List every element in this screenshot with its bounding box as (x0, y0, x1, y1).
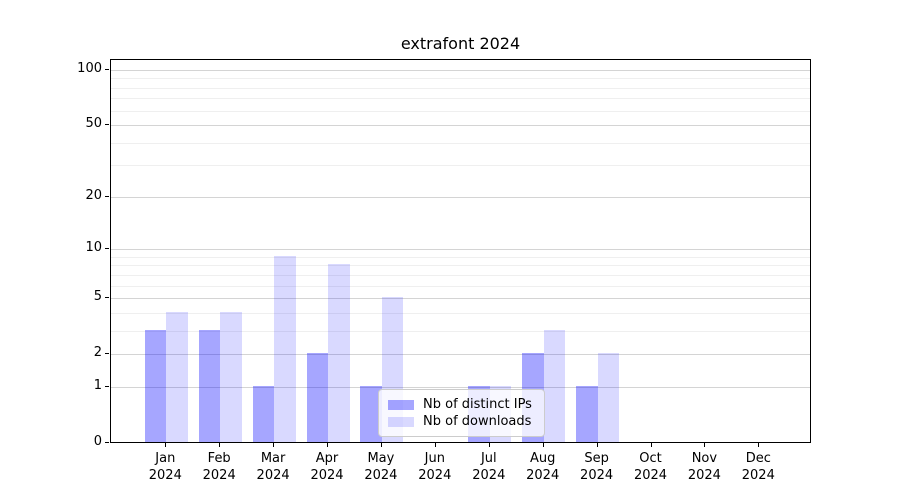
major-gridline (111, 196, 810, 198)
minor-gridline (111, 274, 810, 276)
x-tick-mark (327, 443, 328, 447)
x-tick-mark (650, 443, 652, 447)
x-tick-label-nov: Nov 2024 (687, 451, 721, 483)
y-tick-label: 2 (93, 345, 102, 361)
x-tick-mark (488, 443, 490, 447)
bar-downloads-aug (543, 329, 566, 442)
x-tick-label-jan: Jan 2024 (148, 451, 182, 483)
x-tick-mark (596, 443, 598, 447)
y-tick-mark (105, 68, 109, 70)
bar-downloads-apr (328, 264, 350, 442)
y-tick-mark (105, 124, 109, 126)
legend-label-distinct-ips: Nb of distinct IPs (423, 397, 532, 412)
y-tick-mark (105, 442, 109, 443)
x-tick-label-aug: Aug 2024 (526, 451, 560, 483)
major-gridline (111, 354, 810, 356)
bar-distinct-ips-apr (306, 353, 328, 442)
x-tick-mark (219, 443, 221, 447)
x-tick-label-apr: Apr 2024 (310, 451, 344, 483)
minor-gridline (111, 330, 810, 332)
major-gridline (111, 298, 810, 300)
y-tick-mark (105, 353, 109, 355)
major-gridline (111, 69, 810, 71)
major-gridline (111, 125, 810, 127)
major-gridline (111, 249, 810, 251)
bar-downloads-mar (274, 255, 296, 442)
x-tick-label-sep: Sep 2024 (580, 451, 614, 483)
legend-item-downloads: Nb of downloads (388, 414, 536, 429)
minor-gridline (111, 256, 810, 258)
y-tick-label: 1 (93, 377, 102, 393)
y-tick-mark (105, 248, 109, 250)
minor-gridline (111, 98, 810, 100)
y-tick-mark (105, 195, 109, 197)
legend: Nb of distinct IPs Nb of downloads (378, 389, 545, 437)
minor-gridline (111, 87, 810, 89)
x-tick-label-jun: Jun 2024 (418, 451, 452, 483)
y-tick-label: 5 (93, 289, 102, 305)
bar-downloads-jan (166, 311, 188, 442)
minor-gridline (111, 312, 810, 314)
minor-gridline (111, 165, 810, 167)
x-tick-mark (542, 443, 544, 447)
x-tick-label-dec: Dec 2024 (741, 451, 775, 483)
legend-swatch-distinct-ips-icon (388, 399, 414, 410)
bar-distinct-ips-sep (576, 385, 598, 442)
x-tick-label-mar: Mar 2024 (256, 451, 290, 483)
y-tick-label: 0 (93, 434, 102, 449)
x-tick-label-feb: Feb 2024 (202, 451, 236, 483)
bar-downloads-sep (597, 353, 620, 442)
legend-item-distinct-ips: Nb of distinct IPs (388, 397, 536, 412)
bar-distinct-ips-mar (252, 385, 275, 442)
y-tick-label: 50 (85, 116, 102, 132)
x-tick-mark (704, 443, 706, 447)
x-tick-mark (758, 443, 760, 447)
minor-gridline (111, 142, 810, 144)
major-gridline (111, 386, 810, 388)
chart-title: extrafont 2024 (400, 34, 521, 53)
bar-distinct-ips-jan (144, 329, 167, 442)
y-tick-mark (105, 385, 109, 387)
x-tick-mark (434, 443, 436, 447)
x-tick-mark (165, 443, 167, 447)
y-tick-label: 20 (85, 187, 102, 203)
legend-label-downloads: Nb of downloads (423, 414, 532, 429)
plot-panel (110, 59, 811, 443)
bar-distinct-ips-may (360, 385, 382, 442)
y-tick-mark (105, 297, 109, 299)
minor-gridline (111, 110, 810, 112)
x-tick-label-may: May 2024 (364, 451, 398, 483)
minor-gridline (111, 285, 810, 287)
y-tick-label: 10 (85, 240, 102, 256)
legend-swatch-downloads-icon (388, 416, 414, 427)
x-tick-mark (380, 443, 382, 447)
bar-downloads-feb (220, 311, 242, 442)
y-tick-label: 100 (77, 60, 102, 76)
x-tick-mark (273, 443, 275, 447)
minor-gridline (111, 265, 810, 267)
bar-distinct-ips-feb (198, 329, 221, 442)
x-tick-label-jul: Jul 2024 (472, 451, 506, 483)
minor-gridline (111, 78, 810, 80)
x-tick-label-oct: Oct 2024 (633, 451, 668, 483)
